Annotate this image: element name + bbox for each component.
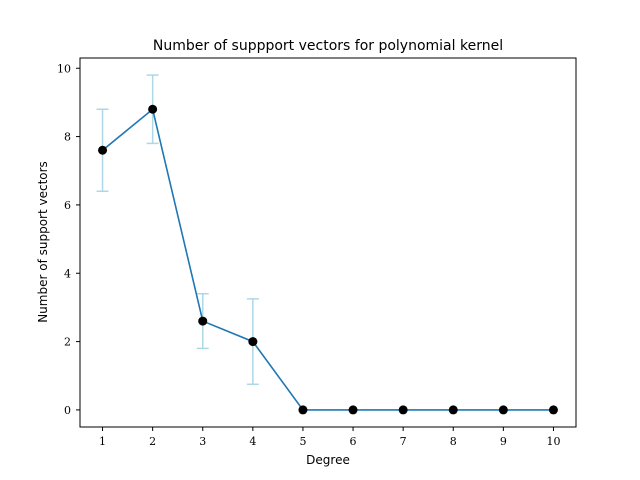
data-point <box>398 405 408 415</box>
x-axis-label: Degree <box>306 453 350 467</box>
data-point <box>98 145 108 155</box>
y-axis: 0 2 4 6 8 10 <box>57 62 80 417</box>
x-tick-label: 4 <box>249 435 256 448</box>
series-line <box>102 107 554 411</box>
plot-area <box>96 74 558 415</box>
x-tick-label: 3 <box>199 435 206 448</box>
data-point <box>248 337 258 347</box>
x-axis: 1 2 3 4 5 6 7 8 9 10 <box>99 427 560 448</box>
data-point <box>548 405 558 415</box>
x-tick-label: 1 <box>99 435 106 448</box>
plot-frame <box>79 57 577 428</box>
x-tick-label: 6 <box>350 435 357 448</box>
y-tick-label: 4 <box>64 267 71 280</box>
y-tick-label: 10 <box>57 62 71 75</box>
y-tick-label: 8 <box>64 131 71 144</box>
x-tick-label: 9 <box>500 435 507 448</box>
y-tick-label: 0 <box>64 404 71 417</box>
data-point <box>348 405 358 415</box>
y-axis-label: Number of support vectors <box>36 161 50 323</box>
x-tick-label: 10 <box>546 435 560 448</box>
data-point <box>148 104 158 114</box>
x-tick-label: 2 <box>149 435 156 448</box>
x-tick-label: 7 <box>400 435 407 448</box>
data-point <box>498 405 508 415</box>
y-tick-label: 6 <box>64 199 71 212</box>
data-point <box>198 316 208 326</box>
chart-title: Number of suppport vectors for polynomia… <box>153 38 503 54</box>
x-tick-label: 8 <box>450 435 457 448</box>
x-tick-label: 5 <box>299 435 306 448</box>
y-tick-label: 2 <box>64 336 71 349</box>
data-point <box>298 405 308 415</box>
data-point <box>448 405 458 415</box>
